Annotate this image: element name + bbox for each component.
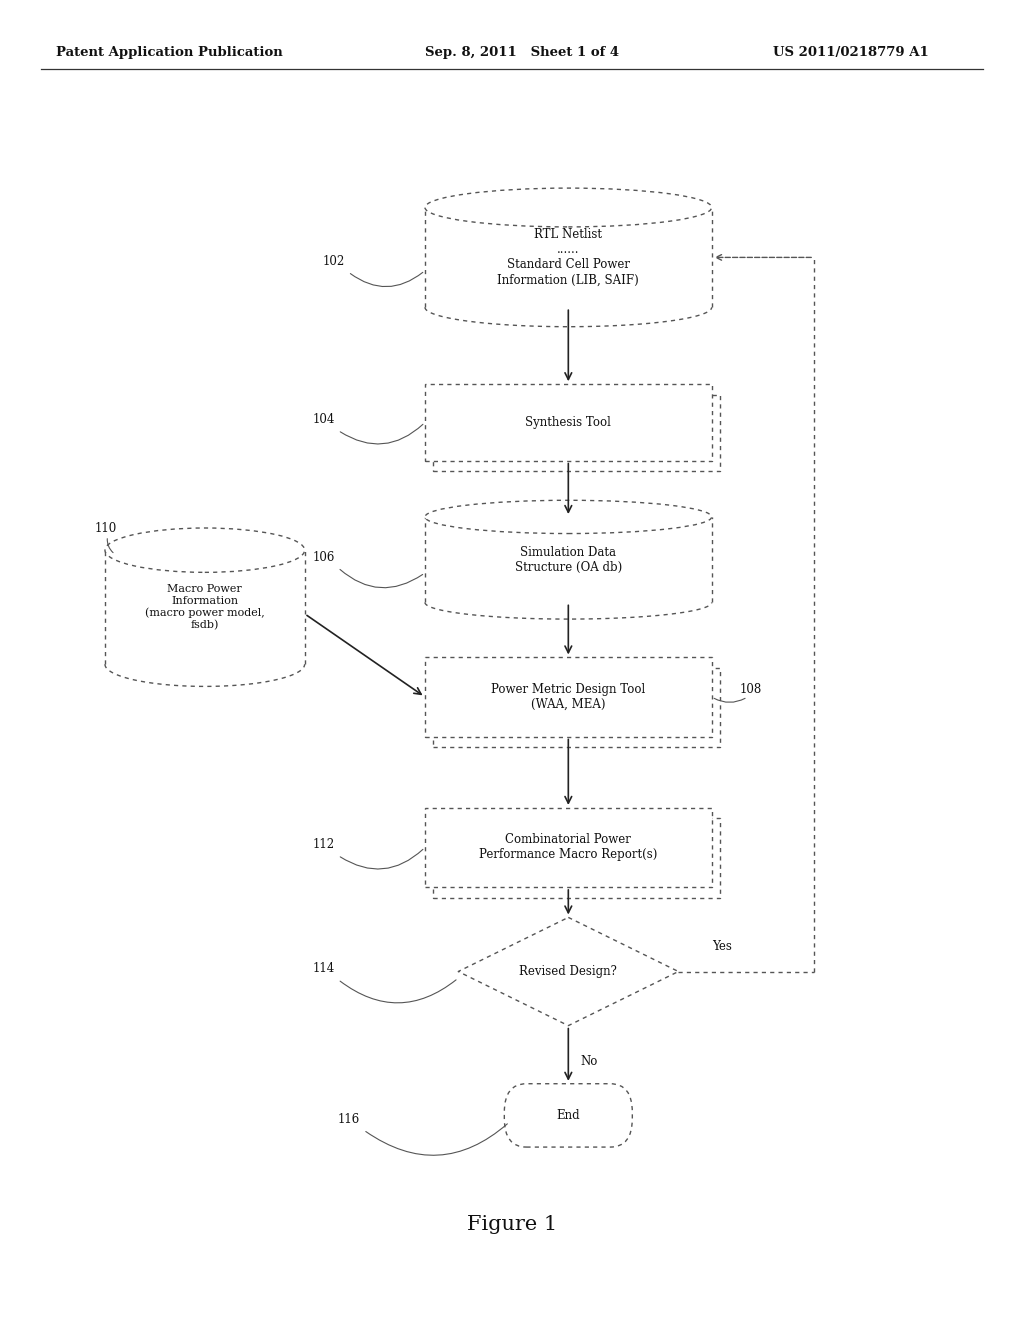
Text: Power Metric Design Tool
(WAA, MEA): Power Metric Design Tool (WAA, MEA) [492,682,645,711]
Text: No: No [581,1055,598,1068]
Text: Yes: Yes [712,940,731,953]
Ellipse shape [105,528,305,573]
Text: 114: 114 [312,962,335,975]
Polygon shape [459,917,679,1026]
Text: End: End [556,1109,581,1122]
FancyBboxPatch shape [425,517,712,602]
Text: 112: 112 [312,838,335,851]
FancyBboxPatch shape [105,550,305,664]
Text: Synthesis Tool: Synthesis Tool [525,416,611,429]
FancyBboxPatch shape [425,657,712,737]
Text: Figure 1: Figure 1 [467,1216,557,1234]
Text: Simulation Data
Structure (OA db): Simulation Data Structure (OA db) [515,545,622,574]
Text: 108: 108 [739,682,762,696]
Ellipse shape [425,187,712,227]
FancyBboxPatch shape [425,384,712,461]
Text: US 2011/0218779 A1: US 2011/0218779 A1 [773,46,929,59]
Ellipse shape [425,500,712,533]
FancyBboxPatch shape [425,808,712,887]
Text: 106: 106 [312,550,335,564]
FancyBboxPatch shape [505,1084,633,1147]
Text: Revised Design?: Revised Design? [519,965,617,978]
Text: RTL Netlist
......
Standard Cell Power
Information (LIB, SAIF): RTL Netlist ...... Standard Cell Power I… [498,228,639,286]
Text: Patent Application Publication: Patent Application Publication [56,46,283,59]
Text: Macro Power
Information
(macro power model,
fsdb): Macro Power Information (macro power mod… [145,585,264,630]
Text: 110: 110 [94,521,117,535]
Text: 102: 102 [323,255,345,268]
FancyBboxPatch shape [425,207,712,308]
Text: 116: 116 [338,1113,360,1126]
Text: Sep. 8, 2011   Sheet 1 of 4: Sep. 8, 2011 Sheet 1 of 4 [425,46,620,59]
Text: Combinatorial Power
Performance Macro Report(s): Combinatorial Power Performance Macro Re… [479,833,657,862]
Text: 104: 104 [312,413,335,426]
